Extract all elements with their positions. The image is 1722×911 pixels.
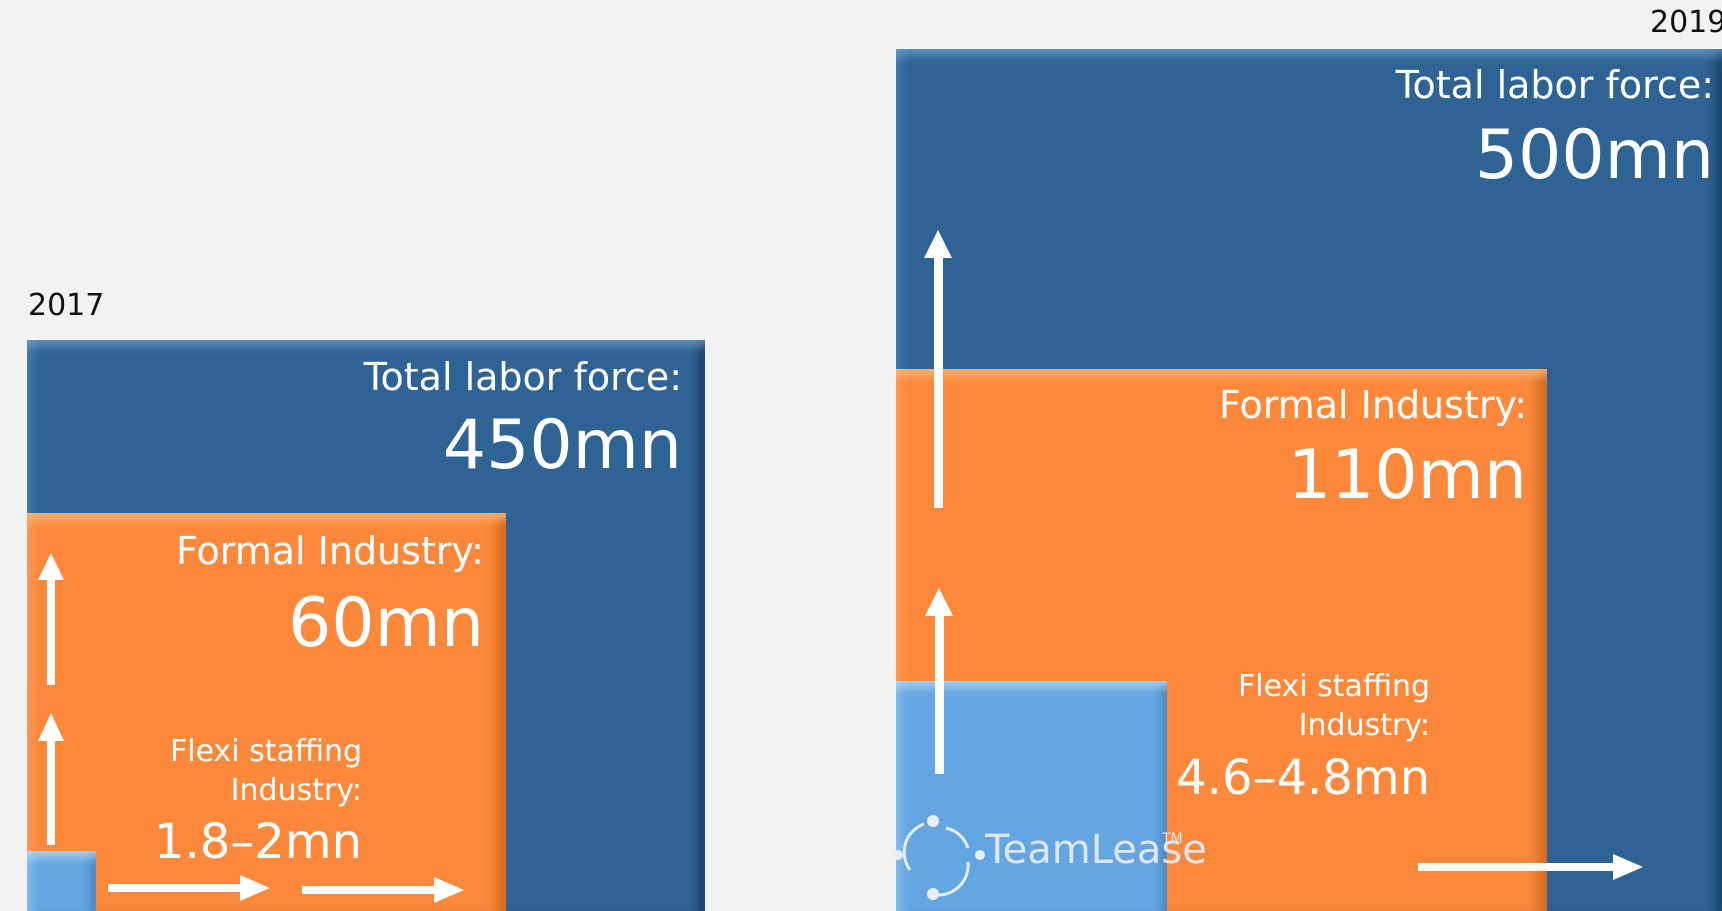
right-arrow-icon [1418, 854, 1643, 880]
formal-industry-label-2019: Formal Industry: [1219, 383, 1527, 427]
up-arrow-icon [38, 713, 64, 845]
total-labor-force-label-2019: Total labor force: [1395, 63, 1714, 107]
flexi-staffing-value-2017: 1.8–2mn [153, 814, 362, 870]
flexi-staffing-box-2017 [27, 851, 96, 911]
flexi-staffing-label-2017: Flexi staffing [170, 734, 362, 769]
trademark-symbol: TM [1162, 831, 1183, 847]
formal-industry-label-2017: Formal Industry: [176, 529, 484, 573]
teamlease-logo-text: TeamLease [985, 827, 1207, 873]
total-labor-force-value-2017: 450mn [442, 406, 682, 485]
year-2019-label: 2019 [1650, 5, 1722, 40]
formal-industry-value-2019: 110mn [1287, 436, 1527, 515]
right-arrow-icon [108, 875, 270, 901]
flexi-staffing-label-2019: Flexi staffing [1238, 669, 1430, 704]
right-arrow-icon [302, 877, 464, 903]
up-arrow-icon [925, 588, 953, 774]
up-arrow-icon [38, 553, 64, 685]
teamlease-logo-icon [893, 815, 985, 900]
total-labor-force-label-2017: Total labor force: [363, 355, 682, 399]
year-2017-label: 2017 [28, 288, 105, 323]
up-arrow-icon [924, 230, 952, 508]
flexi-staffing-label-line2-2019: Industry: [1298, 708, 1430, 743]
formal-industry-value-2017: 60mn [288, 584, 484, 663]
total-labor-force-value-2019: 500mn [1474, 116, 1714, 195]
formal-industry-box-2017 [27, 513, 506, 911]
flexi-staffing-value-2019: 4.6–4.8mn [1176, 750, 1430, 806]
flexi-staffing-label-line2-2017: Industry: [230, 773, 362, 808]
